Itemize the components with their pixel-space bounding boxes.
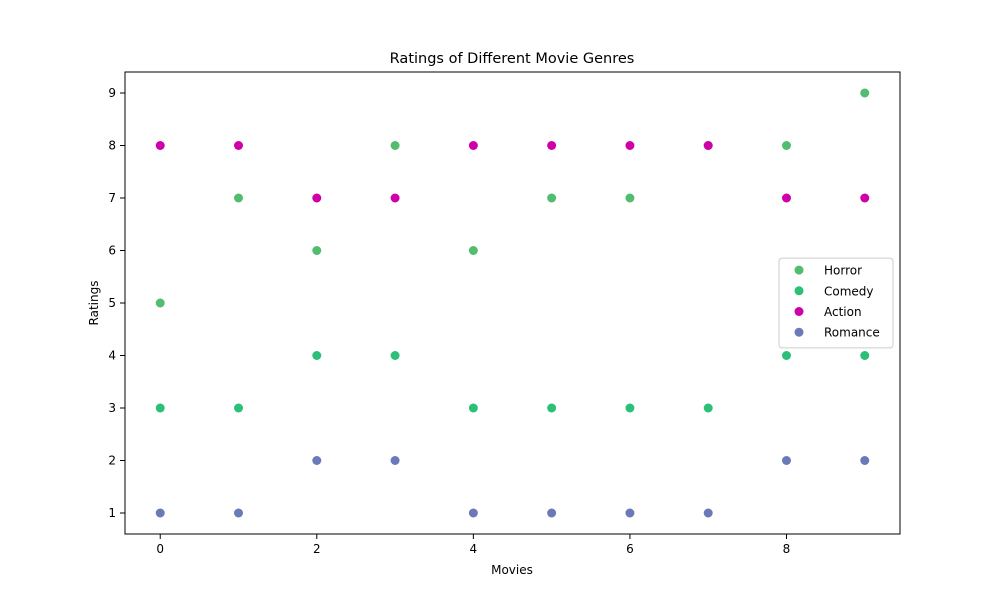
legend: Horror Comedy Action Romance [778, 257, 894, 349]
point-romance [312, 456, 322, 465]
point-romance [703, 508, 713, 518]
x-tick-label: 2 [313, 542, 321, 556]
x-tick-label: 0 [156, 542, 164, 556]
legend-marker [794, 265, 804, 275]
y-tick-label: 5 [108, 296, 116, 310]
x-axis: 0 2 4 6 8 [156, 534, 790, 556]
point-horror [468, 246, 478, 255]
y-tick-label: 8 [108, 139, 116, 153]
y-tick-label: 7 [108, 191, 116, 205]
point-comedy [860, 351, 870, 360]
point-romance [625, 508, 635, 518]
point-romance [781, 456, 791, 465]
y-axis-title: Ratings [87, 281, 101, 326]
point-action [625, 141, 635, 150]
legend-marker [794, 327, 804, 337]
point-comedy [781, 351, 791, 360]
legend-box [778, 257, 894, 349]
point-romance [468, 508, 478, 518]
series-horror [155, 88, 870, 308]
legend-marker [794, 286, 804, 296]
point-action [155, 141, 165, 150]
series-comedy [155, 351, 870, 413]
chart-title: Ratings of Different Movie Genres [390, 51, 635, 67]
y-tick-label: 1 [108, 506, 116, 520]
point-action [468, 141, 478, 150]
x-tick-label: 4 [470, 542, 478, 556]
point-comedy [312, 351, 322, 360]
y-tick-label: 3 [108, 401, 116, 415]
series-romance [155, 456, 870, 518]
point-action [234, 141, 244, 150]
point-comedy [234, 403, 244, 413]
y-tick-label: 4 [108, 349, 116, 363]
legend-label: Horror [824, 264, 862, 278]
point-comedy [468, 403, 478, 413]
point-comedy [625, 403, 635, 413]
x-axis-title: Movies [491, 563, 533, 577]
point-romance [234, 508, 244, 518]
point-horror [625, 193, 635, 203]
legend-label: Action [824, 305, 862, 319]
x-tick-label: 6 [626, 542, 634, 556]
point-horror [312, 246, 322, 255]
point-comedy [390, 351, 400, 360]
point-horror [155, 298, 165, 308]
legend-marker [794, 307, 804, 316]
y-tick-label: 2 [108, 454, 116, 468]
point-action [390, 193, 400, 203]
legend-label: Romance [824, 326, 880, 340]
point-comedy [547, 403, 557, 413]
point-comedy [703, 403, 713, 413]
x-tick-label: 8 [783, 542, 791, 556]
legend-label: Comedy [824, 284, 874, 298]
point-romance [155, 508, 165, 518]
point-action [312, 193, 322, 203]
point-horror [781, 141, 791, 150]
point-horror [234, 193, 244, 203]
y-tick-label: 9 [108, 86, 116, 100]
point-romance [860, 456, 870, 465]
series-action [155, 141, 870, 203]
y-tick-label: 6 [108, 244, 116, 258]
point-horror [860, 88, 870, 98]
point-action [547, 141, 557, 150]
point-action [860, 193, 870, 203]
point-horror [547, 193, 557, 203]
point-action [781, 193, 791, 203]
point-horror [390, 141, 400, 150]
point-romance [547, 508, 557, 518]
point-romance [390, 456, 400, 465]
point-comedy [155, 403, 165, 413]
data-points [155, 88, 870, 518]
point-action [703, 141, 713, 150]
y-axis: 1 2 3 4 5 6 7 8 9 [108, 86, 125, 520]
